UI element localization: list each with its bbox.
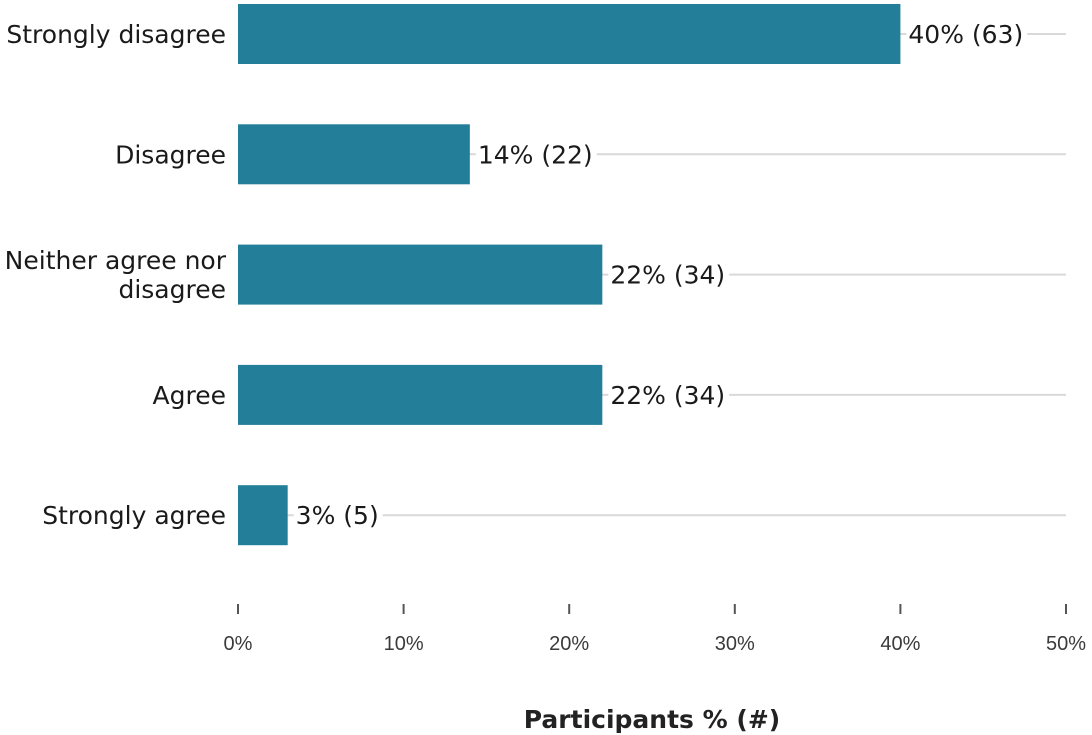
data-label: 14% (22) xyxy=(478,140,593,169)
bar xyxy=(238,364,603,425)
category-label: Disagree xyxy=(115,140,226,169)
x-tick-label: 0% xyxy=(224,633,253,655)
x-tick-label: 10% xyxy=(384,633,424,655)
data-label-background xyxy=(293,497,383,534)
data-labels: 40% (63) 14% (22) 22% (34) 22% (34) 3% (5) xyxy=(293,16,1028,534)
bar xyxy=(238,124,470,185)
bar xyxy=(238,4,901,64)
x-tick-label: 30% xyxy=(715,633,755,655)
category-label: Strongly agree xyxy=(42,501,226,530)
x-axis: 0% 10% 20% 30% 40% 50% xyxy=(224,604,1086,655)
bar xyxy=(238,244,603,305)
x-tick-label: 50% xyxy=(1046,633,1086,655)
x-tick-label: 40% xyxy=(880,633,920,655)
category-label: Agree xyxy=(153,381,226,410)
data-label: 40% (63) xyxy=(908,20,1023,49)
data-label-background xyxy=(906,16,1028,52)
bar xyxy=(238,485,288,546)
category-label: Neither agree nor disagree xyxy=(5,246,227,304)
data-label: 22% (34) xyxy=(610,381,725,410)
data-label-background xyxy=(608,376,730,413)
category-label: Strongly disagree xyxy=(6,20,226,49)
x-axis-title: Participants % (#) xyxy=(524,705,780,734)
data-label: 3% (5) xyxy=(296,501,379,530)
data-label-background xyxy=(475,136,597,173)
category-labels: Strongly disagree Disagree Neither agree n… xyxy=(5,20,227,530)
x-tick-label: 20% xyxy=(549,633,589,655)
data-label: 22% (34) xyxy=(610,261,725,290)
data-label-background xyxy=(608,256,730,293)
bars xyxy=(238,4,901,546)
